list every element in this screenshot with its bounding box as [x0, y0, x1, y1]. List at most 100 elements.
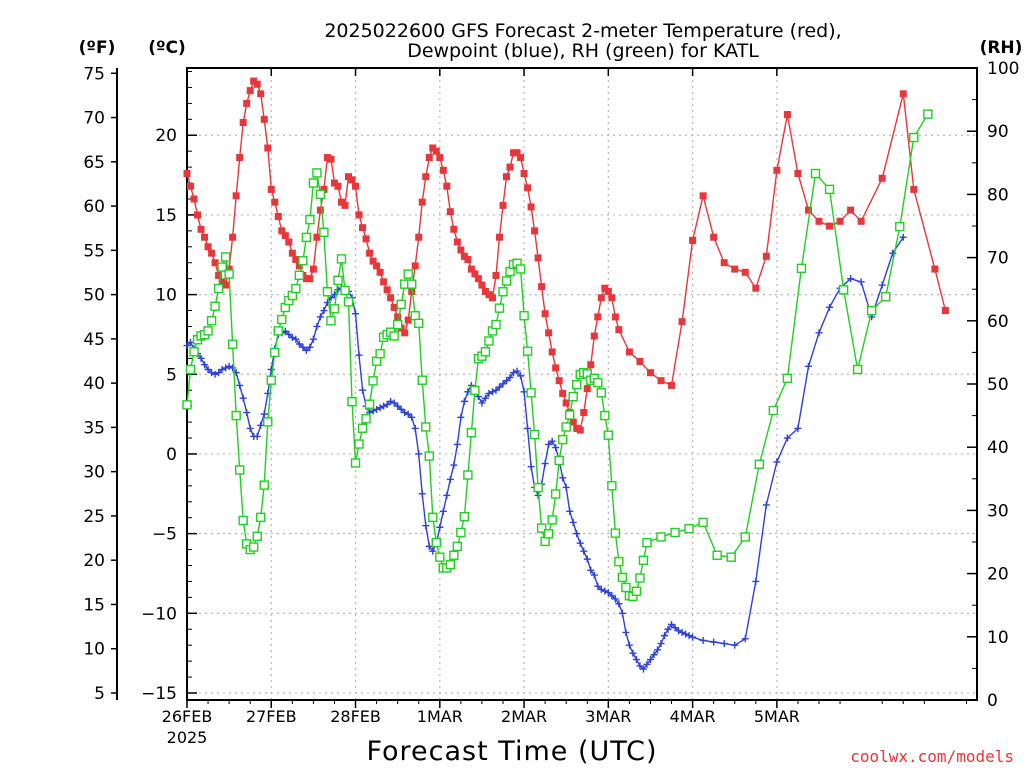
dewpoint-point — [594, 582, 602, 590]
rh-point — [881, 292, 891, 302]
temperature-point — [471, 270, 479, 278]
dewpoint-point — [352, 310, 360, 318]
rh-tick-label: 10 — [987, 628, 1009, 648]
temperature-point — [878, 174, 886, 182]
temperature-point — [941, 307, 949, 315]
temperature-point — [208, 249, 216, 257]
rh-point — [273, 326, 283, 336]
temperature-point — [281, 232, 289, 240]
rh-point — [631, 586, 642, 596]
temperature-point — [436, 154, 444, 162]
dewpoint-point — [418, 490, 426, 498]
temperature-point — [573, 424, 581, 432]
dewpoint-point — [611, 595, 619, 603]
temperature-point — [274, 213, 282, 221]
rh-point — [466, 427, 477, 438]
rh-point — [249, 542, 259, 552]
temperature-point — [443, 182, 451, 190]
temperature-point — [183, 169, 191, 177]
temperature-point — [762, 252, 770, 260]
temperature-point — [337, 198, 345, 206]
rh-point — [603, 430, 614, 440]
dewpoint-point — [804, 362, 812, 370]
dewpoint-point — [222, 364, 230, 372]
dewpoint-point — [569, 518, 577, 526]
dewpoint-point — [499, 380, 507, 388]
temperature-point — [194, 211, 202, 219]
rh-point — [782, 373, 793, 384]
temperature-point — [520, 169, 528, 177]
rh-point — [294, 270, 305, 280]
dewpoint-point — [183, 342, 191, 350]
rh-point — [754, 459, 765, 469]
rh-point — [371, 356, 382, 366]
temperature-point — [446, 208, 454, 216]
temperature-point — [316, 206, 324, 214]
rh-point — [238, 515, 248, 526]
temperature-point — [187, 182, 195, 190]
rh-point — [621, 582, 631, 593]
rh-point — [557, 434, 568, 445]
rh-point — [684, 524, 694, 534]
rh-point — [568, 391, 578, 402]
dewpoint-point — [731, 641, 739, 649]
dewpoint-point — [376, 404, 384, 412]
celsius-tick-label: −10 — [141, 604, 177, 624]
temperature-point — [601, 284, 609, 292]
dewpoint-point — [552, 444, 560, 452]
temperature-point — [330, 179, 338, 187]
temperature-point — [327, 155, 335, 163]
temperature-point — [580, 409, 588, 417]
temperature-point — [720, 259, 728, 267]
celsius-tick-label: −5 — [152, 525, 177, 545]
x-axis-label: Forecast Time (UTC) — [366, 736, 657, 767]
temperature-point — [201, 233, 209, 241]
rh-point — [519, 311, 529, 321]
temperature-point — [404, 316, 412, 324]
rh-point — [414, 318, 424, 329]
dewpoint-point — [548, 437, 556, 445]
dewpoint-point — [197, 354, 205, 362]
temperature-point — [334, 182, 342, 190]
temperature-point — [524, 184, 532, 192]
dewpoint-point — [643, 660, 651, 668]
x-tick-label: 1MAR — [417, 707, 463, 726]
rh-point — [375, 348, 385, 359]
temperature-point — [615, 326, 623, 334]
temperature-point — [341, 201, 349, 209]
temperature-point — [485, 291, 493, 299]
dewpoint-point — [394, 402, 402, 410]
dewpoint-point — [208, 369, 216, 377]
rh-point — [428, 512, 438, 523]
temperature-point — [689, 236, 697, 244]
rh-point — [340, 285, 350, 296]
dewpoint-point — [682, 630, 690, 638]
dewpoint-point — [541, 460, 549, 468]
dewpoint-point — [559, 474, 567, 482]
fahrenheit-tick-label: 55 — [83, 241, 105, 261]
temperature-point — [836, 217, 844, 225]
temperature-point — [246, 87, 254, 95]
dewpoint-point — [625, 641, 633, 649]
rh-point — [561, 422, 571, 432]
dewpoint-point — [678, 628, 686, 636]
rh-point — [923, 109, 933, 119]
temperature-point — [345, 173, 353, 181]
rh-point — [480, 347, 491, 357]
rh-point — [607, 481, 617, 491]
rh-tick-label: 100 — [987, 59, 1019, 79]
dewpoint-point — [404, 410, 412, 418]
rh-point — [515, 264, 526, 274]
dewpoint-point — [773, 458, 781, 466]
rh-tick-label: 80 — [987, 185, 1009, 205]
credit-label: coolwx.com/models — [850, 747, 1014, 766]
dewpoint-point — [847, 275, 855, 283]
rh-point — [291, 283, 301, 294]
rh-point — [368, 376, 378, 386]
celsius-tick-label: 10 — [155, 286, 177, 306]
temperature-point — [380, 278, 388, 286]
dewpoint-point — [492, 386, 500, 394]
dewpoint-point — [387, 397, 395, 405]
rh-point — [909, 132, 919, 143]
